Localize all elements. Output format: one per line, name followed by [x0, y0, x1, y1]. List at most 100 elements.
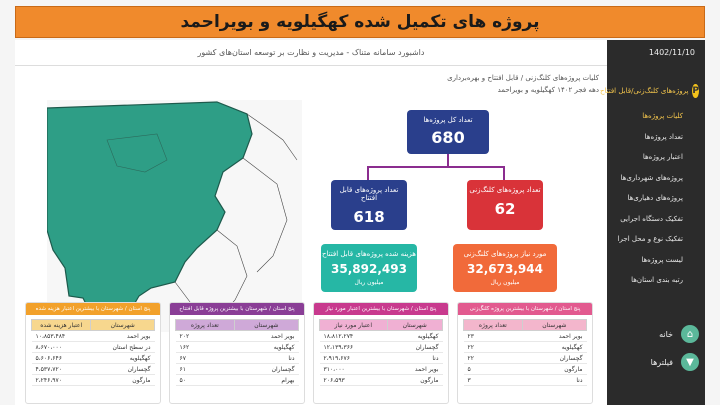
- table-row: بویر احمد ۳۱۰،۰۰۰: [319, 363, 443, 375]
- sidebar-item-type-location[interactable]: تفکیک نوع و محل اجرا: [617, 235, 683, 244]
- kpi-unf-need-value: 32,673,944: [467, 262, 543, 276]
- kpi-unfinished-value: 62: [494, 200, 516, 218]
- table-cell: ۶۱: [175, 363, 235, 375]
- map-shape: [46, 101, 298, 329]
- kpi-unfinished-need: مورد نیاز پروژه‌های کلنگ‌زنی 32,673,944 …: [453, 244, 557, 292]
- table-row: در سطح استان ۸،۶۷۰،۰۰۰: [31, 341, 155, 353]
- card-top-need: پنج استان / شهرستان با بیشترین اعتبار مو…: [313, 302, 449, 404]
- table-cell: ۴،۵۳۷،۷۲۰: [31, 363, 91, 375]
- table-cell: ۱۶۲: [175, 341, 235, 353]
- home-icon: ⌂: [681, 325, 699, 343]
- table-cell: ۲،۹۱۹،۶۷۶: [319, 352, 387, 364]
- sidebar-item-municipal[interactable]: پروژه‌های شهرداری‌ها: [620, 173, 683, 182]
- table-cell: ۳۱۰،۰۰۰: [319, 363, 387, 375]
- sidebar-group-header[interactable]: P پروژه‌های کلنگ‌زنی/قابل افتتاح: [600, 80, 705, 102]
- table-row: کهگیلویه ۱۶۲: [175, 341, 299, 353]
- table-cell: ۲۲: [463, 341, 523, 353]
- table-cell: ۳: [463, 374, 523, 386]
- col-header[interactable]: شهرستان: [233, 319, 300, 331]
- table-row: مارگون ۵: [463, 363, 587, 375]
- table-cell: مارگون: [90, 374, 155, 386]
- table-cell: ۱۰،۸۵۳،۴۸۴: [31, 330, 91, 342]
- card-top-open: پنج استان / شهرستان با بیشترین پروژه قاب…: [169, 302, 305, 404]
- table-cell: بویر احمد: [234, 330, 299, 342]
- sidebar-item-overview[interactable]: کلیات پروژه‌ها: [642, 112, 683, 121]
- table-cell: گچساران: [387, 341, 443, 353]
- card-top-spent: پنج استان / شهرستان با بیشترین اعتبار هز…: [25, 302, 161, 404]
- col-header[interactable]: تعداد پروژه: [175, 319, 235, 331]
- kpi-open-value: 618: [353, 208, 385, 226]
- table-cell: ۶۷: [175, 352, 235, 364]
- kpi-unf-need-unit: میلیون ریال: [490, 279, 520, 286]
- sidebar-item-agency[interactable]: تفکیک دستگاه اجرایی: [620, 214, 683, 223]
- table-cell: مارگون: [387, 374, 443, 386]
- table-cell: ۱۸،۸۱۲،۲۷۴: [319, 330, 387, 342]
- table-cell: ۵،۶۰۶،۶۴۶: [31, 352, 91, 364]
- col-header[interactable]: شهرستان: [90, 319, 155, 331]
- sidebar-home-label: خانه: [659, 329, 673, 339]
- card-title: پنج استان / شهرستان با بیشترین پروژه کلن…: [458, 303, 592, 315]
- filter-icon: ▼: [681, 353, 699, 371]
- pin-icon: P: [692, 84, 699, 98]
- kpi-open-cost: هزینه شده پروژه‌های قابل افتتاح 35,892,4…: [321, 244, 417, 292]
- card-table: شهرستان اعتبار مورد نیاز کهگیلویه ۱۸،۸۱۲،۲…: [319, 319, 443, 386]
- col-header[interactable]: شهرستان: [521, 319, 588, 331]
- col-header[interactable]: شهرستان: [386, 319, 443, 331]
- table-cell: کهگیلویه: [234, 341, 299, 353]
- province-map[interactable]: [46, 100, 302, 332]
- table-row: کهگیلویه ۱۸،۸۱۲،۲۷۴: [319, 330, 443, 342]
- kpi-total-label: تعداد کل پروژه‌ها: [423, 116, 473, 124]
- card-table: شهرستان تعداد پروژه بویر احمد ۲۰۲ کهگیلویه…: [175, 319, 300, 386]
- sidebar-bottom: ⌂ خانه ▼ فیلترها: [607, 320, 705, 376]
- card-title: پنج استان / شهرستان با بیشترین اعتبار هز…: [26, 303, 160, 315]
- table-cell: گچساران: [522, 352, 587, 364]
- banner-title: پروژه های تکمیل شده کهگیلویه و بویراحمد: [15, 6, 705, 38]
- table-cell: بویر احمد: [522, 330, 587, 342]
- card-table: شهرستان اعتبار هزینه شده بویر احمد ۱۰،۸۵۳،…: [30, 319, 155, 386]
- sidebar-filters[interactable]: ▼ فیلترها: [607, 348, 705, 376]
- connector: [503, 166, 505, 180]
- sidebar-filters-label: فیلترها: [650, 357, 673, 367]
- col-header[interactable]: تعداد پروژه: [463, 319, 523, 331]
- table-row: بویر احمد ۲۳: [463, 330, 587, 342]
- col-header[interactable]: اعتبار مورد نیاز: [319, 319, 388, 331]
- table-row: گچساران ۱۲،۱۳۹،۳۶۶: [319, 341, 443, 353]
- kpi-unfinished-projects: تعداد پروژه‌های کلنگ‌زنی 62: [467, 180, 543, 230]
- card-title: پنج استان / شهرستان با بیشترین اعتبار مو…: [314, 303, 448, 315]
- sidebar-date: 1402/11/10: [648, 48, 695, 57]
- sidebar-item-rural[interactable]: پروژه‌های دهیاری‌ها: [627, 194, 683, 203]
- table-row: بهرام ۵۰: [175, 374, 299, 386]
- table-cell: کهگیلویه: [522, 341, 587, 353]
- table-row: مارگون ۲،۲۴۶،۹۷۰: [31, 374, 155, 386]
- sidebar-item-credit[interactable]: اعتبار پروژه‌ها: [642, 153, 683, 162]
- breadcrumb[interactable]: کلیات پروژه‌های کلنگ‌زنی / قابل افتتاح و…: [447, 74, 599, 82]
- table-cell: دنا: [387, 352, 443, 364]
- col-header[interactable]: اعتبار هزینه شده: [30, 319, 92, 331]
- sidebar-group-label: پروژه‌های کلنگ‌زنی/قابل افتتاح: [599, 87, 689, 95]
- kpi-open-cost-value: 35,892,493: [331, 262, 407, 276]
- table-row: دنا ۶۷: [175, 352, 299, 364]
- table-cell: مارگون: [522, 363, 587, 375]
- table-cell: ۲۳: [463, 330, 523, 342]
- kpi-open-cost-label: هزینه شده پروژه‌های قابل افتتاح: [322, 250, 416, 258]
- kpi-total-projects: تعداد کل پروژه‌ها 680: [407, 110, 489, 154]
- table-cell: کهگیلویه: [90, 352, 155, 364]
- sidebar: 1402/11/10 P پروژه‌های کلنگ‌زنی/قابل افت…: [600, 40, 705, 405]
- kpi-open-label: تعداد پروژه‌های قابل افتتاح: [339, 186, 399, 202]
- connector: [367, 166, 369, 180]
- table-row: بویر احمد ۲۰۲: [175, 330, 299, 342]
- sidebar-item-count[interactable]: تعداد پروژه‌ها: [644, 132, 683, 141]
- table-cell: ۲۰۲: [175, 330, 235, 342]
- sidebar-item-ranking[interactable]: رتبه بندی استان‌ها: [631, 276, 683, 285]
- table-row: دنا ۲،۹۱۹،۶۷۶: [319, 352, 443, 364]
- table-cell: دنا: [522, 374, 587, 386]
- sidebar-item-project-list[interactable]: لیست پروژه‌ها: [641, 255, 683, 264]
- dashboard-main: داشبورد سامانه متناک - مدیریت و نظارت بر…: [15, 40, 607, 405]
- kpi-unf-need-label: مورد نیاز پروژه‌های کلنگ‌زنی: [463, 250, 547, 258]
- table-cell: گچساران: [234, 363, 299, 375]
- sidebar-menu: کلیات پروژه‌ها تعداد پروژه‌ها اعتبار پرو…: [607, 106, 705, 291]
- kpi-open-cost-unit: میلیون ریال: [354, 279, 384, 286]
- connector: [447, 154, 449, 166]
- sidebar-home[interactable]: ⌂ خانه: [607, 320, 705, 348]
